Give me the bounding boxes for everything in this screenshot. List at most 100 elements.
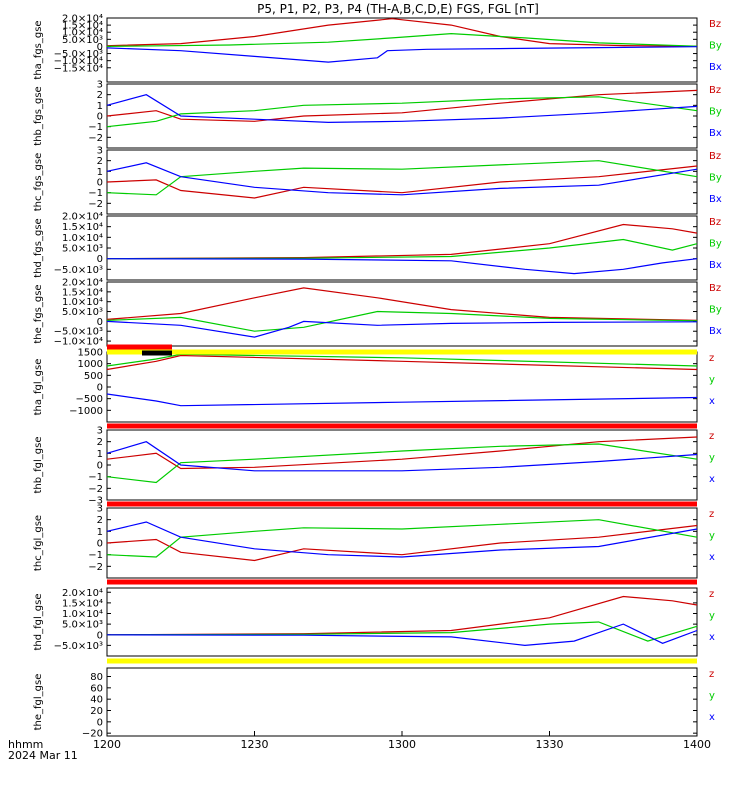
y-tick-label: 0 [97,254,103,265]
legend-entry: x [709,396,715,407]
legend-entry: Bx [709,326,722,337]
series-By-line [106,96,698,128]
y-tick-label: 5.0×10³ [62,620,103,631]
y-axis-label: thd_fgl_gse [33,594,44,651]
legend: Bz By Bx [709,217,722,271]
legend-entry: Bx [709,194,722,205]
panel-stack: 2.0×10⁴1.5×10⁴1.0×10⁴5.0×10³0−5.0×10³−1.… [33,14,722,740]
y-tick-label: −500 [76,394,103,405]
panel-frame [106,17,698,83]
panel-tha_fgs_gse: 2.0×10⁴1.5×10⁴1.0×10⁴5.0×10³0−5.0×10³−1.… [33,14,722,83]
legend-entry: By [709,305,722,316]
y-tick-label: 40 [90,695,103,706]
legend-entry: Bz [709,217,721,228]
series-y-line [106,519,698,558]
y-tick-label: 1 [97,167,103,178]
series-z-line [106,524,698,562]
legend: zyx [709,431,715,485]
legend: zyx [709,353,715,407]
y-tick-label: 1.0×10⁴ [62,609,103,620]
status-bar [107,658,697,664]
y-tick-label: 20 [90,706,103,717]
series-Bx-line [106,320,698,338]
legend-entry: x [709,632,715,643]
y-tick-label: −2 [88,133,103,144]
y-tick-label: 1.5×10⁴ [62,222,103,233]
y-tick-label: 80 [90,672,103,683]
status-bar [107,344,172,350]
chart-title: P5, P1, P2, P3, P4 (TH-A,B,C,D,E) FGS, F… [257,2,539,16]
y-tick-label: −1.0×10⁴ [54,56,103,67]
x-tick-label: 1200 [93,738,121,751]
y-tick-label: −1 [88,472,103,483]
y-tick-label: 3 [97,426,103,437]
series-By-line [106,310,698,332]
y-axis-label: the_fgs_gse [33,284,44,343]
series-x-line [106,521,698,558]
y-tick-label: 1 [97,101,103,112]
y-tick-label: 1500 [78,348,103,359]
y-axis-label: thb_fgl_gse [33,437,44,494]
status-bar [107,423,697,429]
y-tick-label: −5.0×10³ [54,641,103,652]
y-tick-label: −1 [88,188,103,199]
legend-entry: y [709,611,715,622]
y-tick-label: −5.0×10³ [54,265,103,276]
y-tick-label: 2.0×10⁴ [62,14,103,25]
legend: zyx [709,589,715,643]
y-axis-label: thc_fgl_gse [33,515,44,571]
y-tick-label: 3 [97,504,103,515]
x-tick-label: 1230 [241,738,269,751]
legend: Bz By Bx [709,19,722,73]
series-By-line [106,238,698,260]
legend-entry: z [709,353,714,364]
legend: Bz By Bx [709,151,722,205]
y-tick-label: −20 [82,729,103,740]
series-x-line [106,393,698,407]
legend-entry: Bz [709,19,721,30]
y-tick-label: 0 [97,178,103,189]
y-tick-label: −1000 [69,406,103,417]
status-bars [107,344,697,664]
series-x-line [106,623,698,647]
y-tick-label: 0 [97,317,103,328]
y-tick-label: 1.5×10⁴ [62,287,103,298]
legend: zyx [709,669,715,723]
y-tick-label: 3 [97,146,103,157]
y-tick-label: 2 [97,156,103,167]
y-tick-label: −2 [88,199,103,210]
legend: Bz By Bx [709,85,722,139]
panel-frame [106,667,698,737]
y-tick-label: 60 [90,683,103,694]
y-tick-label: 2 [97,437,103,448]
y-tick-label: −1 [88,550,103,561]
y-tick-label: 1.5×10⁴ [62,598,103,609]
y-tick-label: 1.5×10⁴ [62,21,103,32]
legend-entry: y [709,531,715,542]
y-tick-label: −1.5×10⁴ [54,63,103,74]
status-bar [107,349,697,355]
legend-entry: Bx [709,62,722,73]
y-tick-label: 0 [97,630,103,641]
legend-entry: x [709,474,715,485]
legend-entry: y [709,375,715,386]
y-tick-label: 5.0×10³ [62,307,103,318]
legend-entry: By [709,239,722,250]
series-Bz-line [106,18,698,47]
y-tick-label: −2 [88,562,103,573]
y-tick-label: 1000 [78,359,103,370]
x-tick-label: 1400 [683,738,711,751]
y-tick-label: 0 [97,383,103,394]
y-tick-label: 0 [97,539,103,550]
panel-frame [106,281,698,347]
y-axis-label: the_fgl_gse [33,674,44,731]
panel-the_fgs_gse: 2.0×10⁴1.5×10⁴1.0×10⁴5.0×10³0−5.0×10³−1.… [33,278,722,348]
legend-entry: By [709,107,722,118]
legend-entry: x [709,552,715,563]
y-tick-label: 3 [97,80,103,91]
y-tick-label: 1 [97,527,103,538]
series-Bz-line [106,287,698,321]
legend-entry: Bz [709,85,721,96]
